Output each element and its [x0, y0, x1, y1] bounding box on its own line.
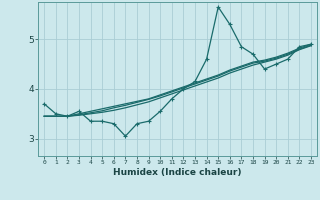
X-axis label: Humidex (Indice chaleur): Humidex (Indice chaleur) — [113, 168, 242, 177]
